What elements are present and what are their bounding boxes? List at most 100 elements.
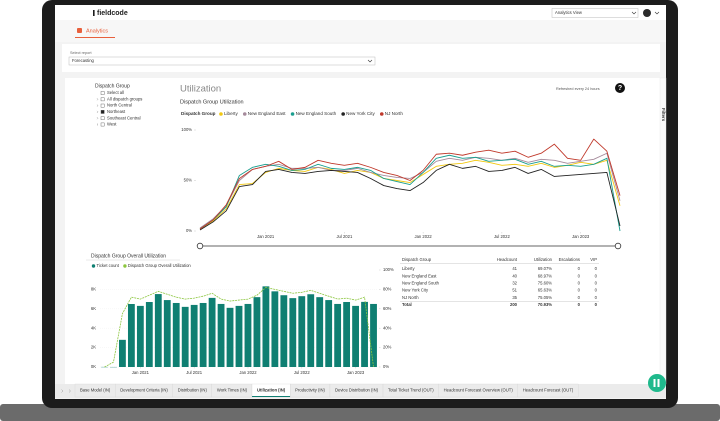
bar xyxy=(280,295,288,367)
range-handle[interactable] xyxy=(614,242,622,250)
table-cell: 0 xyxy=(595,266,598,271)
slicer-title: Dispatch Group xyxy=(95,83,130,89)
y2-tick-label: 0% xyxy=(383,364,389,369)
table-cell: 0 xyxy=(578,288,581,293)
y-tick-label: 6K xyxy=(91,306,96,311)
table-cell: 75.05% xyxy=(538,295,552,300)
report-dropdown[interactable] xyxy=(68,56,376,66)
view-dropdown[interactable] xyxy=(551,8,639,18)
bar xyxy=(163,300,171,367)
user-icon[interactable] xyxy=(643,9,651,17)
y2-tick-label: 40% xyxy=(383,325,392,330)
legend-label[interactable]: Liberty xyxy=(224,111,238,116)
table-cell: Total xyxy=(402,302,412,307)
x-tick-label: Jul 2021 xyxy=(186,370,203,375)
checkbox[interactable] xyxy=(100,103,105,108)
legend-swatch xyxy=(91,264,96,268)
bar xyxy=(343,302,351,367)
legend-label[interactable]: NJ North xyxy=(385,111,404,116)
legend-label[interactable]: New York City xyxy=(346,111,375,116)
table-cell: 40 xyxy=(512,273,517,278)
top-bar xyxy=(55,5,666,20)
checkbox[interactable] xyxy=(100,122,105,127)
tab-label[interactable]: Productivity (IN) xyxy=(295,388,325,393)
table-cell: 0 xyxy=(595,302,598,307)
slicer-item[interactable]: Northeast xyxy=(107,109,126,114)
bar xyxy=(370,303,377,367)
help-icon[interactable] xyxy=(615,83,625,93)
legend-swatch xyxy=(242,112,247,116)
bar xyxy=(307,294,315,367)
tab[interactable] xyxy=(517,383,579,398)
y-tick-label: 2K xyxy=(91,345,96,350)
table-cell: 75.60% xyxy=(538,281,552,286)
bar xyxy=(253,297,261,367)
checkbox[interactable] xyxy=(100,91,105,95)
bar xyxy=(172,302,180,367)
chart-title: Dispatch Group Overall Utilization xyxy=(91,253,166,259)
table-cell: 0 xyxy=(578,273,581,278)
bar xyxy=(289,298,297,367)
y-tick-label: 0K xyxy=(91,364,96,369)
table-cell: 0 xyxy=(595,273,598,278)
checkbox[interactable] xyxy=(100,97,105,102)
column-header: VIP xyxy=(590,257,597,262)
table-cell: 68.97% xyxy=(538,273,552,278)
assistant-bubble[interactable] xyxy=(648,374,666,392)
tab-label[interactable]: Work Times (IN) xyxy=(217,388,248,393)
tab-scroll-arrows[interactable] xyxy=(61,389,71,393)
x-tick-label: Jan 2023 xyxy=(572,234,590,239)
table-cell: 35 xyxy=(512,295,517,300)
bar xyxy=(199,302,207,367)
tab-label[interactable]: Development Criteria (IN) xyxy=(120,388,168,393)
nav-tab[interactable]: Analytics xyxy=(86,28,108,34)
dropdown-chevron xyxy=(631,11,637,15)
tab-label[interactable]: Base Model (IN) xyxy=(80,388,111,393)
tab-label[interactable]: Headcount Forecast Overview (OUT) xyxy=(444,388,514,393)
table-cell: Liberty xyxy=(402,266,415,271)
bar xyxy=(226,307,234,367)
table-cell: New England East xyxy=(402,273,437,278)
x-tick-label: Jul 2022 xyxy=(494,234,511,239)
legend-label[interactable]: New England South xyxy=(296,111,337,116)
legend-label[interactable]: Dispatch Group Overall Utilization xyxy=(128,263,192,268)
slicer-item[interactable]: North Central xyxy=(107,103,132,108)
utilization-line xyxy=(104,287,374,368)
nav-tab-underline xyxy=(75,37,115,38)
y2-tick-label: 100% xyxy=(383,267,394,272)
column-header: Dispatch Group xyxy=(402,257,432,262)
tab-label[interactable]: Utilization (IN) xyxy=(257,388,286,393)
tab-label[interactable]: Total Ticket Trend (OUT) xyxy=(388,388,434,393)
legend-label[interactable]: New England East xyxy=(248,111,287,116)
slicer-item[interactable]: Select all xyxy=(107,90,124,95)
checkbox[interactable] xyxy=(100,110,105,114)
tab-label[interactable]: Device Distribution (IN) xyxy=(335,388,379,393)
filters-pane[interactable] xyxy=(659,77,667,385)
table-cell: 65.63% xyxy=(538,288,552,293)
table-cell: NJ North xyxy=(402,295,419,300)
x-tick-label: Jan 2022 xyxy=(415,234,433,239)
view-dropdown-label: Analytics View xyxy=(555,10,583,15)
x-tick-label: Jul 2022 xyxy=(294,370,311,375)
bar xyxy=(316,297,324,367)
expand-chevron xyxy=(96,104,99,107)
slicer-item[interactable]: All dispatch groups xyxy=(107,96,142,101)
refresh-note: Refreshed every 24 hours xyxy=(556,87,600,91)
bar xyxy=(181,306,189,367)
filters-label: Filters xyxy=(661,108,666,122)
report-select-label: Select report xyxy=(70,51,92,55)
bar xyxy=(190,304,198,367)
range-handle[interactable] xyxy=(196,242,204,250)
legend-label[interactable]: Ticket count xyxy=(97,263,120,268)
tab-label[interactable]: Distribution (IN) xyxy=(178,388,208,393)
slicer-item[interactable]: Southeast Central xyxy=(107,115,141,120)
slicer-item[interactable]: West xyxy=(107,122,117,127)
tabs: Base Model (IN) Development Criteria (IN)… xyxy=(74,383,579,398)
y2-tick-label: 60% xyxy=(383,306,392,311)
tab-label[interactable]: Headcount Forecast (OUT) xyxy=(523,388,574,393)
bar xyxy=(235,305,243,367)
bar xyxy=(208,297,216,367)
checkbox[interactable] xyxy=(100,116,105,120)
column-header: Headcount xyxy=(497,257,518,262)
